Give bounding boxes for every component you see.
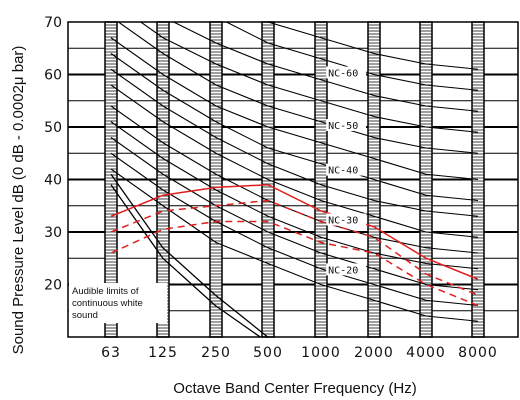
nc-curve-10 [110, 121, 479, 270]
band-marker-1000 [314, 21, 328, 338]
nc-label-4: NC-20 [328, 265, 358, 276]
x-tick-125: 125 [148, 345, 178, 361]
plot-frame [67, 21, 519, 338]
y-tick-20: 20 [44, 278, 62, 294]
nc-labels: NC-60 NC-50 NC-40 NC-30 NC-20 [326, 66, 367, 276]
x-axis-label: Octave Band Center Frequency (Hz) [173, 380, 416, 397]
nc-50-curve [110, 68, 479, 217]
nc-curve-6 [110, 53, 479, 202]
nc-20-curve [110, 168, 479, 322]
annotation-line-2: sound [72, 310, 98, 321]
nc-curve-8 [110, 84, 479, 238]
x-tick-1000: 1000 [301, 345, 341, 361]
y-tick-40: 40 [44, 173, 62, 189]
nc-curve-1 [225, 22, 479, 91]
x-tick-2000: 2000 [354, 345, 394, 361]
band-marker-4000 [419, 21, 433, 338]
red-series-2 [110, 220, 479, 307]
x-tick-63: 63 [101, 345, 121, 361]
y-tick-30: 30 [44, 225, 62, 241]
annotation-line-1: continuous white [72, 298, 143, 309]
y-tick-70: 70 [44, 15, 62, 31]
nc-curve-2 [172, 22, 479, 112]
y-tick-labels: 20 30 40 50 60 70 [44, 15, 62, 294]
y-tick-60: 60 [44, 68, 62, 84]
audible-limit-curve-0 [110, 173, 269, 337]
nc-label-3: NC-30 [328, 216, 358, 227]
x-tick-labels: 63 125 250 500 1000 2000 4000 8000 [101, 345, 498, 361]
x-tick-250: 250 [201, 345, 231, 361]
nc-curve-3 [139, 22, 479, 133]
y-tick-50: 50 [44, 120, 62, 136]
x-tick-8000: 8000 [458, 345, 498, 361]
nc-curves [110, 22, 479, 322]
y-axis-label: Sound Pressure Level dB (0 dB - 0.0002μ … [10, 46, 27, 355]
red-series-1 [110, 199, 479, 296]
band-marker-250 [209, 21, 223, 338]
plot-border [67, 21, 519, 338]
nc-curve-0 [266, 22, 479, 70]
nc-60-curve [117, 22, 479, 154]
nc-label-1: NC-50 [328, 121, 358, 132]
x-tick-500: 500 [253, 345, 283, 361]
annotation-line-0: Audible limits of [72, 286, 139, 297]
nc-label-0: NC-60 [328, 69, 358, 80]
nc-40-curve [110, 105, 479, 254]
red-series-0 [110, 183, 479, 280]
annotation-box [69, 283, 167, 323]
nc-label-2: NC-40 [328, 166, 358, 177]
red-series [110, 183, 479, 307]
nc-curve-5 [110, 37, 479, 181]
x-tick-4000: 4000 [406, 345, 446, 361]
nc-30-curve [110, 137, 479, 291]
nc-curve-12 [110, 152, 479, 307]
